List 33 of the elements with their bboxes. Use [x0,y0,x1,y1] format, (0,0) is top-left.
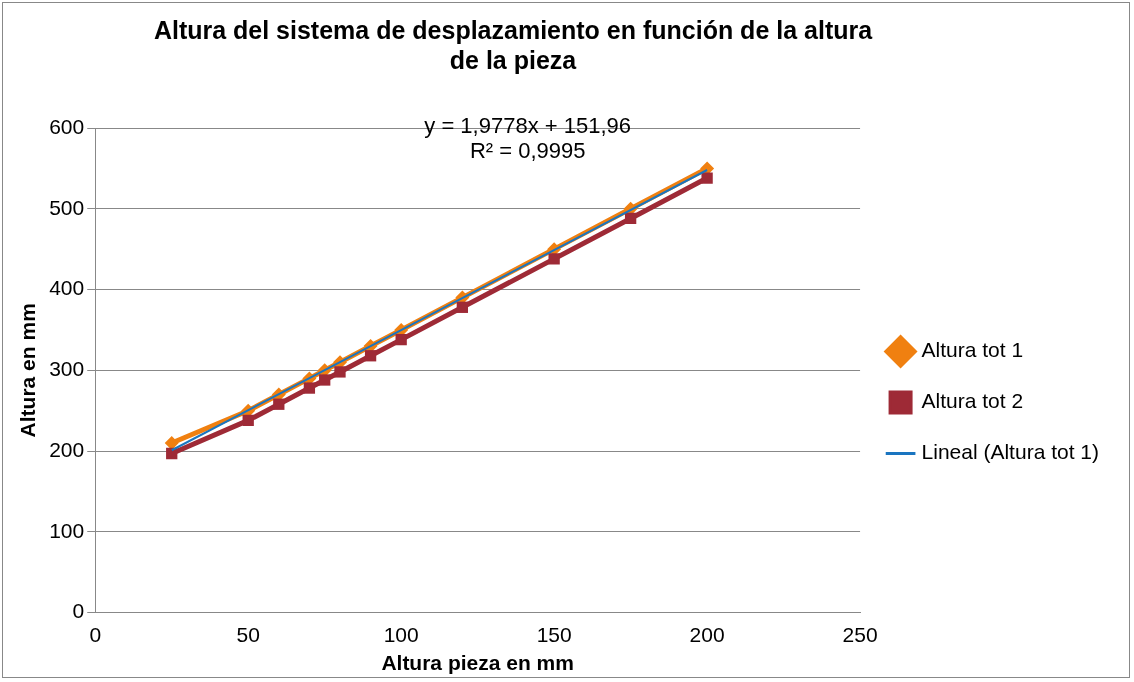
y-tick-label: 600 [49,114,85,138]
y-tick-label: 0 [72,599,85,623]
annotation: y = 1,9778x + 151,96 [424,113,632,139]
legend-label: Altura tot 2 [921,389,1024,413]
y-tick-label: 300 [49,357,85,381]
x-tick-label: 200 [689,623,725,646]
point [164,435,179,450]
x-tick-label: 150 [536,623,572,646]
point [242,414,254,427]
point [303,382,316,394]
x-tick-label: 50 [236,623,260,646]
point [624,212,637,225]
point [319,374,331,386]
y-tick-label: 200 [49,437,85,461]
point [456,301,469,313]
point [395,333,407,346]
legend-label: Lineal (Altura tot 1) [921,440,1100,464]
annotation: R² = 0,9995 [469,138,586,164]
chart-title: Altura del sistema de desplazamiento en función de la altura de la pieza [153,15,873,75]
point [364,350,377,362]
y-tick-label: 100 [49,518,85,542]
x-axis-title: Altura pieza en mm [381,651,574,675]
point [701,172,713,184]
y-tick-label: 500 [49,195,85,219]
point [548,253,560,265]
y-axis-title: Altura en mm [16,303,40,438]
point [273,398,285,410]
point [334,366,346,378]
x-tick-label: 100 [383,623,419,646]
legend-label: Altura tot 1 [921,338,1024,362]
x-tick-label: 250 [842,623,878,646]
y-tick-label: 400 [49,276,85,300]
x-tick-label: 0 [89,623,102,646]
